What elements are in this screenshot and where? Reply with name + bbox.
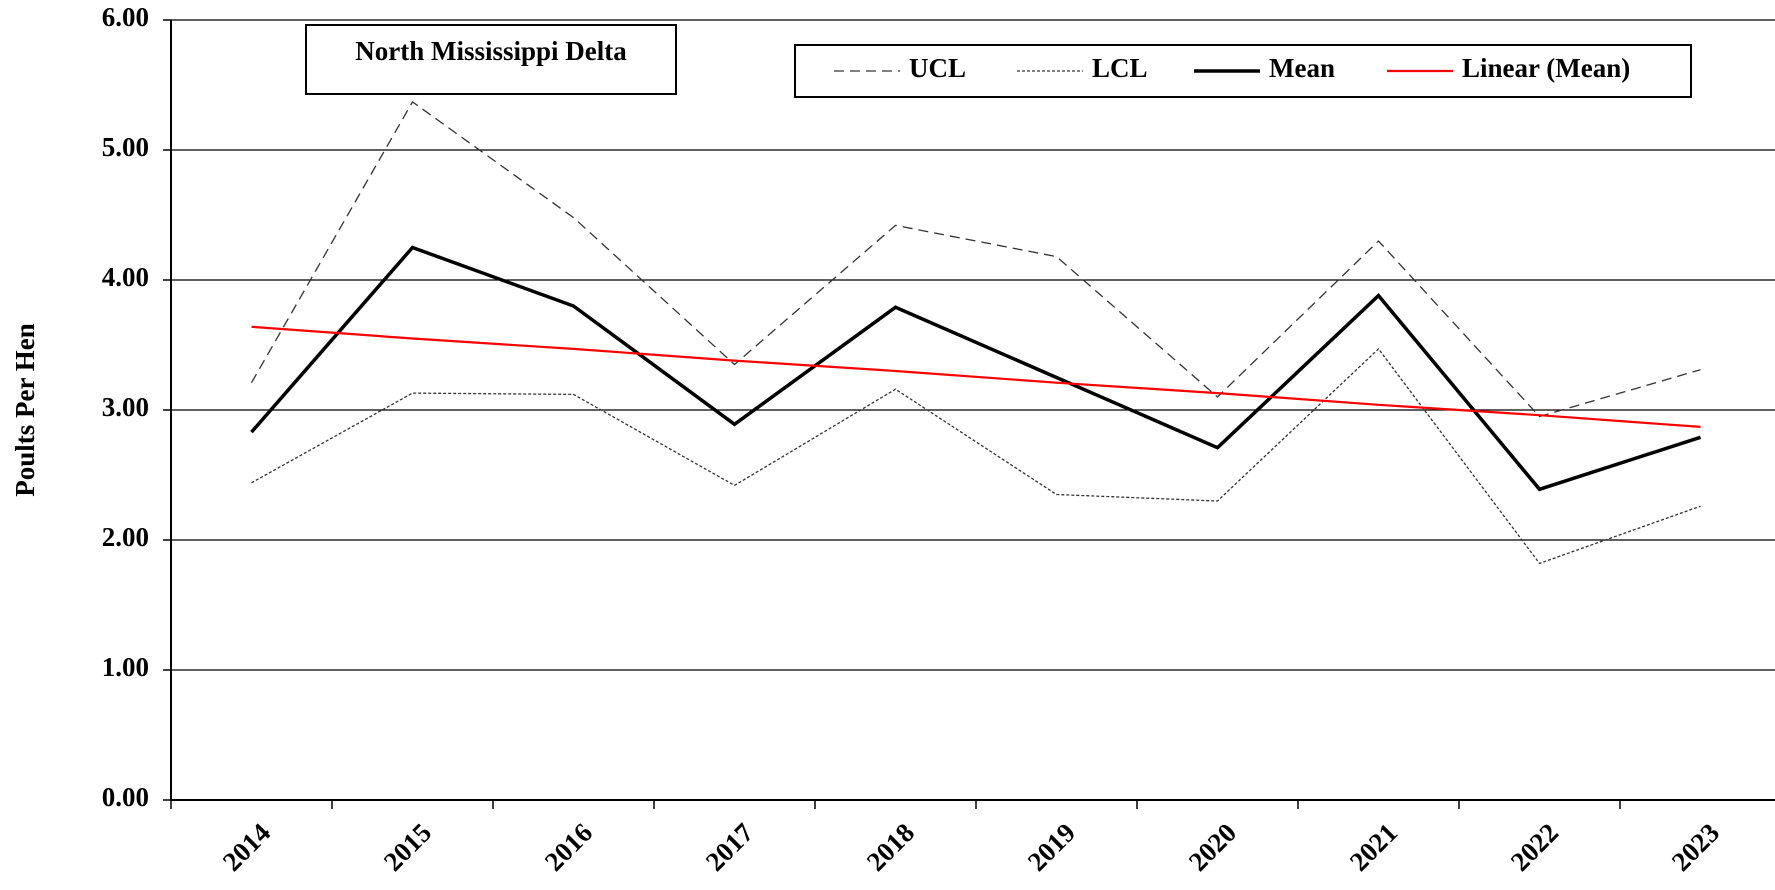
series-line [251,325,1701,428]
y-tick-label: 2.00 [102,522,149,552]
title-box [305,24,677,95]
y-tick-label: 1.00 [102,652,149,682]
y-axis-label: Poults Per Hen [10,323,40,496]
legend-label: Mean [1269,53,1335,83]
series-line [250,245,1702,492]
x-tick-label: 2014 [217,817,276,876]
x-tick-label: 2022 [1505,817,1564,876]
y-tick-label: 4.00 [102,262,149,292]
legend-label: Linear (Mean) [1462,53,1630,83]
chart-title: North Mississippi Delta [355,36,627,66]
x-tick-label: 2021 [1344,817,1403,876]
legend-label: LCL [1092,53,1148,83]
series-line [251,347,1701,565]
y-tick-label: 3.00 [102,392,149,422]
x-tick-label: 2020 [1183,817,1242,876]
y-tick-label: 6.00 [102,2,149,32]
series-line [250,100,1701,418]
legend-label: UCL [909,53,966,83]
x-tick-label: 2019 [1022,817,1081,876]
x-tick-label: 2023 [1666,817,1725,876]
x-tick-label: 2016 [539,817,598,876]
x-tick-label: 2017 [700,817,759,876]
x-tick-label: 2015 [378,817,437,876]
y-tick-label: 0.00 [102,782,149,812]
x-tick-label: 2018 [861,817,920,876]
y-tick-label: 5.00 [102,132,149,162]
